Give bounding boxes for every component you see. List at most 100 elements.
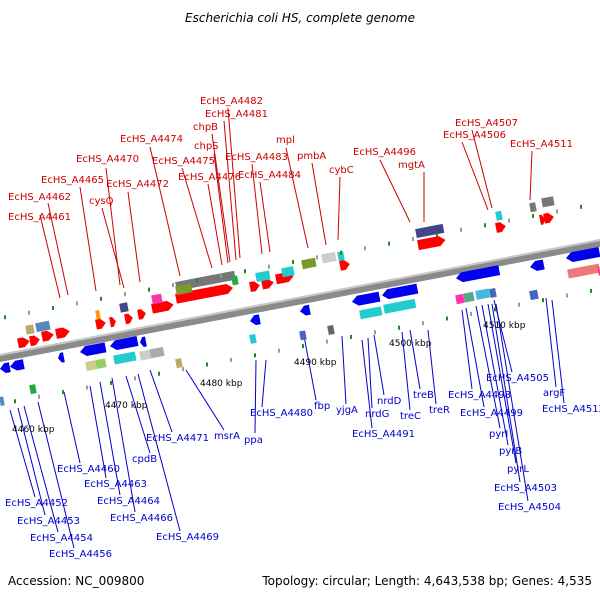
gene-label: msrA bbox=[214, 431, 240, 442]
leader-line bbox=[427, 329, 437, 405]
leader-line bbox=[127, 191, 141, 283]
leader-line bbox=[181, 167, 213, 269]
leader-line bbox=[185, 369, 225, 431]
gene-label: ppa bbox=[244, 435, 263, 446]
leader-line bbox=[311, 162, 327, 246]
leader-line bbox=[79, 186, 97, 292]
gene-label: cysQ bbox=[89, 196, 114, 207]
gene-label: EcHS_A4496 bbox=[353, 147, 416, 158]
leader-line bbox=[251, 163, 263, 255]
gene-box bbox=[529, 202, 537, 213]
box-shape bbox=[29, 384, 37, 395]
scale-mark bbox=[484, 223, 486, 228]
forward-gene-arrow bbox=[17, 337, 30, 349]
gene-label: EcHS_A4472 bbox=[106, 179, 169, 190]
arrow-shape bbox=[109, 316, 116, 328]
gene-label: EcHS_A4460 bbox=[57, 464, 120, 475]
arrow-shape bbox=[495, 222, 506, 233]
reverse-gene-arrow bbox=[300, 304, 311, 316]
gene-box bbox=[321, 251, 337, 264]
scale-mark bbox=[580, 204, 582, 209]
gene-label: EcHS_A4454 bbox=[30, 533, 93, 544]
leader-line bbox=[223, 120, 237, 261]
arrow-shape bbox=[140, 336, 147, 347]
gene-box bbox=[567, 263, 600, 279]
gene-box bbox=[337, 251, 345, 262]
scale-mark bbox=[278, 348, 280, 353]
gene-box bbox=[85, 360, 97, 371]
forward-gene-arrow bbox=[137, 309, 146, 320]
gene-box bbox=[35, 320, 51, 333]
scale-mark bbox=[134, 376, 136, 381]
gene-label: EcHS_A4480 bbox=[250, 408, 313, 419]
forward-gene-arrow bbox=[109, 316, 116, 328]
tick-label: 4480 kbp bbox=[200, 379, 243, 389]
box-shape bbox=[175, 358, 183, 369]
gene-label: EcHS_A4474 bbox=[120, 134, 183, 145]
scale-mark bbox=[326, 339, 328, 344]
scale-mark bbox=[62, 390, 64, 395]
leader-line bbox=[475, 305, 501, 429]
box-shape bbox=[567, 263, 600, 279]
gene-label: mgtA bbox=[398, 160, 425, 171]
forward-gene-arrow bbox=[543, 212, 554, 224]
gene-box bbox=[489, 287, 497, 298]
scale-mark bbox=[518, 302, 520, 307]
scale-mark bbox=[86, 385, 88, 390]
gene-box bbox=[541, 196, 555, 208]
scale-mark bbox=[100, 296, 102, 301]
arrow-shape bbox=[175, 284, 233, 304]
gene-label: treB bbox=[413, 390, 434, 401]
leader-line bbox=[149, 146, 181, 277]
scale-mark bbox=[388, 241, 390, 246]
gene-label: EcHS_A4482 bbox=[200, 96, 263, 107]
arrow-shape bbox=[17, 337, 30, 349]
forward-gene-arrow bbox=[29, 335, 40, 347]
arrow-shape bbox=[339, 260, 350, 271]
scale-mark bbox=[316, 255, 318, 260]
arrow-shape bbox=[456, 265, 501, 283]
scale-mark bbox=[436, 232, 438, 237]
gene-box bbox=[175, 358, 183, 369]
scale-mark bbox=[460, 227, 462, 232]
gene-label: nrdG bbox=[365, 409, 389, 420]
box-shape bbox=[359, 306, 383, 320]
gene-label: pyrB bbox=[499, 446, 522, 457]
gene-label: EcHS_A4462 bbox=[8, 192, 71, 203]
scale-mark bbox=[590, 288, 592, 293]
backbone bbox=[0, 239, 600, 362]
arrow-shape bbox=[566, 246, 600, 263]
box-shape bbox=[301, 257, 317, 270]
reverse-gene-arrow bbox=[0, 362, 11, 374]
map-title: Escherichia coli HS, complete genome bbox=[185, 11, 415, 25]
forward-gene-arrow bbox=[249, 281, 260, 293]
leader-line bbox=[89, 385, 107, 479]
scale-mark bbox=[4, 315, 6, 320]
leader-line bbox=[341, 335, 347, 405]
box-shape bbox=[321, 251, 337, 264]
leader-line bbox=[303, 335, 317, 401]
forward-gene-arrow bbox=[41, 330, 54, 342]
box-shape bbox=[139, 349, 151, 361]
gene-box bbox=[95, 310, 101, 320]
scale-mark bbox=[148, 287, 150, 292]
gene-label: EcHS_A4483 bbox=[225, 152, 288, 163]
gene-box bbox=[139, 349, 151, 361]
arrow-shape bbox=[95, 318, 106, 330]
gene-label: treC bbox=[400, 411, 421, 422]
gene-box bbox=[415, 223, 445, 239]
forward-gene-arrow bbox=[95, 318, 106, 330]
box-shape bbox=[529, 202, 537, 213]
gene-label: EcHS_A4470 bbox=[76, 154, 139, 165]
gene-label: chpB bbox=[193, 122, 218, 133]
box-shape bbox=[95, 358, 107, 370]
leader-line bbox=[261, 359, 267, 408]
gene-label: EcHS_A4466 bbox=[110, 513, 173, 524]
scale-mark bbox=[158, 371, 160, 376]
reverse-gene-arrow bbox=[382, 283, 419, 300]
leader-line bbox=[461, 141, 489, 211]
gene-label: EcHS_A4498 bbox=[448, 390, 511, 401]
box-shape bbox=[327, 325, 335, 335]
reverse-gene-arrow bbox=[566, 246, 600, 263]
gene-label: EcHS_A4484 bbox=[238, 170, 301, 181]
